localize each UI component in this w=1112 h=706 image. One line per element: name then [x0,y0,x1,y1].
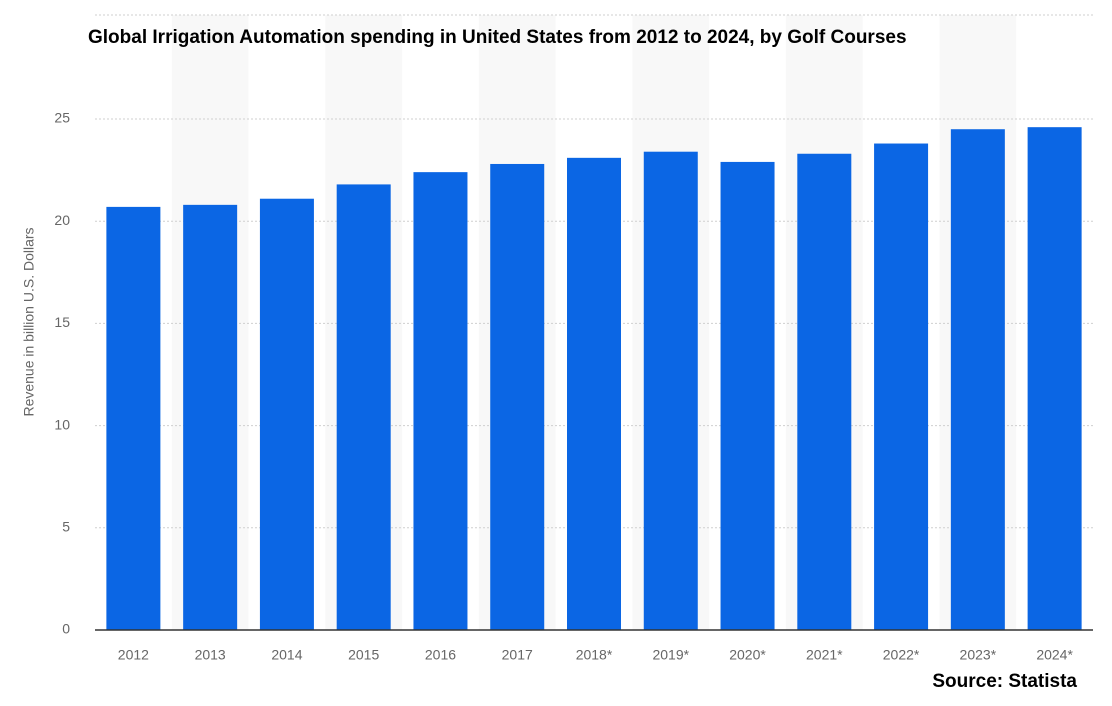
bar [643,151,698,631]
y-tick-label: 20 [54,212,70,228]
x-tick-label: 2017 [502,647,533,663]
y-tick-label: 0 [62,621,70,637]
x-tick-label: 2012 [118,647,149,663]
bar [720,161,775,630]
x-tick-label: 2013 [195,647,226,663]
bar [950,129,1005,630]
y-tick-label: 25 [54,110,70,126]
bar [1027,127,1082,631]
y-tick-label: 10 [54,416,70,432]
bar [183,204,238,630]
x-tick-label: 2021* [806,647,843,663]
bar [106,206,161,630]
x-tick-label: 2019* [652,647,689,663]
source: Source: Statista [932,671,1077,692]
x-tick-label: 2015 [348,647,379,663]
x-tick-label: 2023* [960,647,997,663]
x-tick-label: 2016 [425,647,456,663]
y-tick-label: 15 [54,314,70,330]
x-tick-label: 2022* [883,647,920,663]
x-tick-label: 2024* [1036,647,1073,663]
y-axis-label: Revenue in billion U.S. Dollars [21,227,37,416]
chart-title: Global Irrigation Automation spending in… [88,27,907,48]
bar [797,153,852,631]
bar [874,143,929,630]
x-tick-label: 2018* [576,647,613,663]
x-tick-label: 2020* [729,647,766,663]
x-tick-label: 2014 [271,647,302,663]
bar [413,172,468,631]
bar [259,198,314,630]
bar [567,157,621,630]
bar [490,163,545,630]
y-tick-label: 5 [62,519,70,535]
bar [336,184,391,630]
